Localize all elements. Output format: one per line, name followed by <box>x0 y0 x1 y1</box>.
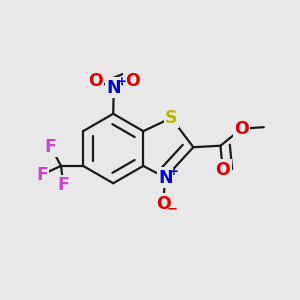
Text: O: O <box>215 161 230 179</box>
Text: N: N <box>158 169 173 187</box>
Text: +: + <box>117 75 127 88</box>
Text: O: O <box>125 71 140 89</box>
Text: S: S <box>165 109 178 127</box>
Text: −: − <box>166 202 177 215</box>
Text: F: F <box>45 138 57 156</box>
Text: F: F <box>36 166 48 184</box>
Text: N: N <box>106 79 121 97</box>
Text: O: O <box>234 120 249 138</box>
Text: +: + <box>169 165 178 178</box>
Text: O: O <box>88 71 103 89</box>
Text: F: F <box>57 176 69 194</box>
Text: O: O <box>156 195 170 213</box>
